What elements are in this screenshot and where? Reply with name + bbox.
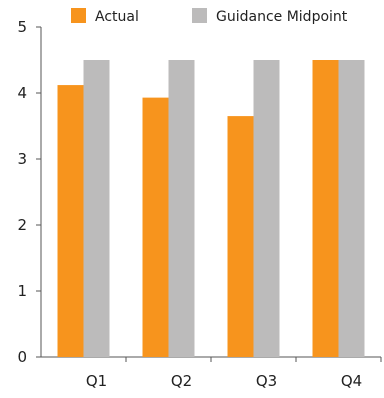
bar-actual-q3 [227,116,254,357]
bar-actual-q2 [142,97,169,358]
y-tick-label: 1 [17,282,27,300]
x-tick-label: Q3 [256,372,277,390]
x-tick-label: Q1 [86,372,107,390]
x-tick-label: Q4 [341,372,362,390]
y-tick-label: 4 [17,84,27,102]
legend-label-guidance: Guidance Midpoint [216,9,348,25]
y-tick-label: 0 [17,348,27,366]
bar-guidance-q1 [83,60,110,357]
bars [57,60,365,358]
legend: Actual Guidance Midpoint [71,8,348,25]
bar-guidance-q2 [168,60,195,357]
legend-swatch-guidance [192,8,207,23]
axes: 0 1 2 3 4 5 Q1 Q2 Q3 Q4 [17,18,382,390]
bar-actual-q1 [57,85,84,357]
bar-actual-q4 [312,60,339,357]
bar-guidance-q4 [338,60,365,357]
legend-label-actual: Actual [95,9,139,25]
x-tick-label: Q2 [171,372,192,390]
legend-swatch-actual [71,8,86,23]
y-tick-label: 2 [17,216,27,234]
y-tick-label: 5 [17,18,27,36]
bar-guidance-q3 [253,60,280,357]
y-tick-label: 3 [17,150,27,168]
